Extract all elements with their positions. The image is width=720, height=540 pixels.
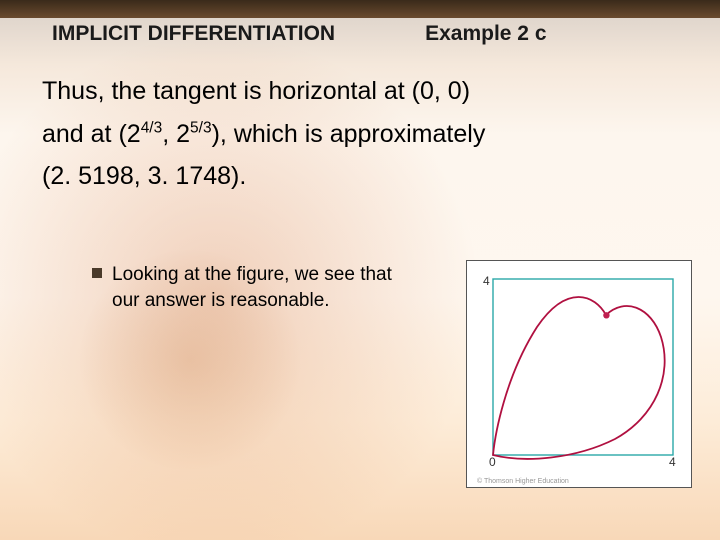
body-line-3: (2. 5198, 3. 1748). (42, 155, 690, 198)
slide-header: IMPLICIT DIFFERENTIATION Example 2 c (52, 22, 680, 46)
tangent-point-dot (603, 312, 609, 318)
body-line-1: Thus, the tangent is horizontal at (0, 0… (42, 70, 690, 113)
example-label: Example 2 c (425, 22, 546, 46)
main-body-text: Thus, the tangent is horizontal at (0, 0… (42, 70, 690, 198)
figure-caption: © Thomson Higher Education (477, 478, 569, 485)
bullet-text: Looking at the figure, we see that our a… (112, 262, 422, 313)
top-accent-bar (0, 0, 720, 18)
curve-path (493, 297, 665, 459)
x-max-label: 4 (669, 455, 676, 467)
curve-plot: 4 0 4 (475, 267, 683, 467)
bullet-block: Looking at the figure, we see that our a… (92, 262, 422, 313)
square-bullet-icon (92, 268, 102, 278)
x-min-label: 0 (489, 455, 496, 467)
section-title: IMPLICIT DIFFERENTIATION (52, 22, 335, 46)
y-max-label: 4 (483, 274, 490, 288)
body-line-2: and at (24/3, 25/3), which is approximat… (42, 113, 690, 156)
bullet-item: Looking at the figure, we see that our a… (92, 262, 422, 313)
figure-panel: 4 0 4 © Thomson Higher Education (466, 260, 692, 488)
axis-box (493, 279, 673, 455)
